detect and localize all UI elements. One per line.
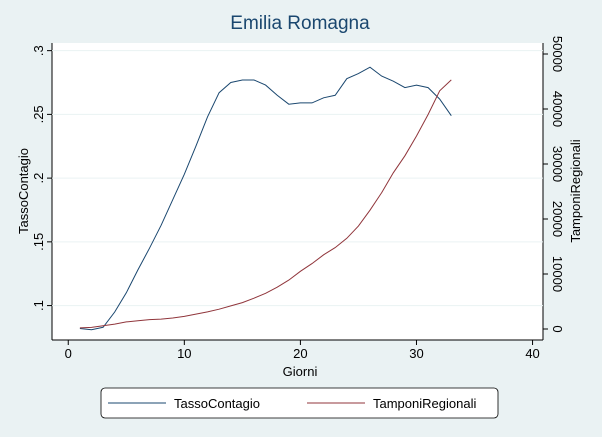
legend-label: TamponiRegionali xyxy=(373,396,476,411)
y-tick-label: .3 xyxy=(31,45,46,56)
y-tick-label: .1 xyxy=(31,300,46,311)
plot-area xyxy=(52,43,543,340)
y2-tick-label: 10000 xyxy=(550,256,565,292)
x-tick-label: 40 xyxy=(525,346,539,361)
line-series xyxy=(79,79,452,329)
y2-tick-label: 0 xyxy=(550,325,565,332)
y-tick-label: .2 xyxy=(31,173,46,184)
y-axis-title: TassoContagio xyxy=(16,148,31,234)
legend-box xyxy=(100,387,499,419)
y2-tick-label: 40000 xyxy=(550,91,565,127)
x-tick-label: 10 xyxy=(177,346,191,361)
line-series xyxy=(79,66,452,331)
y2-axis-title: TamponiRegionali xyxy=(568,139,583,242)
y2-tick-label: 20000 xyxy=(550,201,565,237)
y-tick-label: .25 xyxy=(31,105,46,123)
x-axis-title: Giorni xyxy=(283,364,318,379)
legend-label: TassoContagio xyxy=(174,396,260,411)
x-tick-label: 30 xyxy=(409,346,423,361)
chart-title: Emilia Romagna xyxy=(230,13,370,34)
x-tick-label: 0 xyxy=(65,346,72,361)
y2-tick-label: 50000 xyxy=(550,36,565,72)
y-tick-label: .15 xyxy=(31,233,46,251)
x-tick-label: 20 xyxy=(293,346,307,361)
y2-tick-label: 30000 xyxy=(550,146,565,182)
